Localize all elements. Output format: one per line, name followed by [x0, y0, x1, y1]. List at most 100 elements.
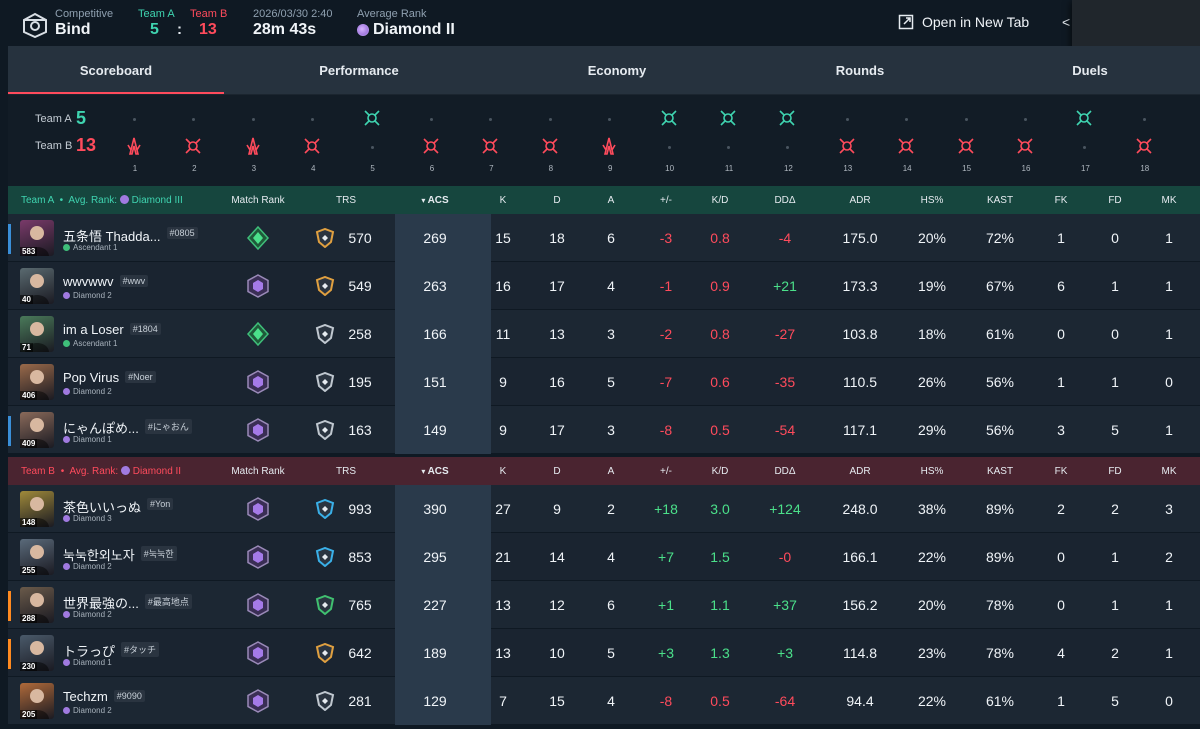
team-b-col-mk[interactable]: MK	[1161, 465, 1177, 477]
player-name[interactable]: im a Loser	[63, 322, 124, 337]
tab-rounds[interactable]: Rounds	[835, 62, 885, 78]
round-spike-icon[interactable]	[1075, 109, 1093, 127]
tab-duels[interactable]: Duels	[1072, 62, 1108, 78]
round-spike-icon[interactable]	[778, 109, 796, 127]
round-spike-icon[interactable]	[719, 109, 737, 127]
player-name[interactable]: 世界最強の...	[63, 596, 139, 611]
player-rank-label: Diamond 2	[73, 387, 112, 396]
round-elimination-icon[interactable]	[244, 137, 262, 155]
team-b-col-dd[interactable]: DDΔ	[774, 465, 796, 477]
stat-mk: 1	[1165, 645, 1173, 661]
stat-fd: 1	[1111, 278, 1119, 294]
team-b-col-[interactable]: +/-	[660, 465, 672, 477]
player-name[interactable]: Pop Virus	[63, 370, 120, 385]
stat-pm: -3	[659, 230, 673, 246]
team-a-col-[interactable]: +/-	[660, 194, 672, 206]
team-a-col-k[interactable]: K	[499, 194, 507, 206]
round-elimination-icon[interactable]	[600, 137, 618, 155]
team-a-col-k-d[interactable]: K/D	[711, 194, 729, 206]
player-name[interactable]: トラっぴ	[63, 644, 116, 659]
team-b-col-k[interactable]: K	[499, 465, 507, 477]
player-row[interactable]: 71 im a Loser #1804 Ascendant 1 258 166 11 13 3 -…	[8, 310, 1200, 358]
team-a-col-kast[interactable]: KAST	[986, 194, 1014, 206]
player-row[interactable]: 148 茶色いいっぬ #Yon Diamond 3 993 390 27 9 2 +18 3.0 +1…	[8, 485, 1200, 533]
player-name[interactable]: 茶色いいっぬ	[63, 500, 142, 515]
round-spike-icon[interactable]	[1135, 137, 1153, 155]
round-spike-icon[interactable]	[422, 137, 440, 155]
round-spike-icon[interactable]	[363, 109, 381, 127]
team-a-col-acs-sort[interactable]: ▾ ACS	[395, 195, 475, 206]
round-spike-icon[interactable]	[481, 137, 499, 155]
team-a-avg-rank: Diamond III	[131, 194, 183, 206]
tab-economy[interactable]: Economy	[587, 62, 647, 78]
team-b-avg-rank-label: Avg. Rank:	[69, 465, 119, 477]
share-icon[interactable]: <	[1062, 14, 1071, 30]
team-a-col-a[interactable]: A	[607, 194, 615, 206]
team-a-col-fd[interactable]: FD	[1108, 194, 1122, 206]
player-row[interactable]: 583 五条悟 Thadda... #0805 Ascendant 1 570 269 15…	[8, 214, 1200, 262]
team-b-col-trs[interactable]: TRS	[336, 465, 356, 477]
team-a-col-hs[interactable]: HS%	[920, 194, 944, 206]
team-b-col-match-rank[interactable]: Match Rank	[231, 465, 285, 477]
team-b-col-d[interactable]: D	[553, 465, 561, 477]
stat-acs: 227	[423, 597, 447, 613]
stat-dd: +3	[777, 645, 793, 661]
team-a-col-mk[interactable]: MK	[1161, 194, 1177, 206]
player-name[interactable]: wwvwwv	[63, 274, 114, 289]
open-in-new-tab-button[interactable]: Open in New Tab	[898, 14, 1029, 30]
player-row[interactable]: 205 Techzm #9090 Diamond 2 281 129 7 15 4 -8 0.5 -6…	[8, 677, 1200, 725]
diamond-rank-icon	[247, 641, 269, 665]
player-tag: #タッチ	[121, 642, 160, 657]
player-tag: #0805	[166, 227, 198, 239]
player-name[interactable]: にゃんぽめ...	[63, 421, 139, 436]
round-spike-icon[interactable]	[303, 137, 321, 155]
team-b-col-hs[interactable]: HS%	[920, 465, 944, 477]
stat-dd: +124	[769, 501, 801, 517]
team-b-col-acs-sort[interactable]: ▾ ACS	[395, 466, 475, 477]
round-spike-icon[interactable]	[838, 137, 856, 155]
team-b-col-fk[interactable]: FK	[1054, 465, 1068, 477]
stat-fd: 2	[1111, 501, 1119, 517]
round-number: 5	[370, 164, 375, 173]
player-row[interactable]: 409 にゃんぽめ... #にゃおん Diamond 1 163 149 9 17 3 -8 0.5…	[8, 406, 1200, 454]
team-a-col-dd[interactable]: DDΔ	[774, 194, 796, 206]
team-b-col-kast[interactable]: KAST	[986, 465, 1014, 477]
player-row[interactable]: 40 wwvwwv #wwv Diamond 2 549 263 16 17 4 -1 0.9 +21…	[8, 262, 1200, 310]
team-a-col-trs[interactable]: TRS	[336, 194, 356, 206]
round-spike-icon[interactable]	[957, 137, 975, 155]
party-indicator	[8, 591, 11, 621]
team-b-col-fd[interactable]: FD	[1108, 465, 1122, 477]
player-row[interactable]: 255 눅눅한외노자 #눅눅한 Diamond 2 853 295 21 14 4 +7 1.5 -0…	[8, 533, 1200, 581]
round-spike-icon[interactable]	[184, 137, 202, 155]
timeline-team-b-score: 13	[76, 135, 97, 155]
team-b-header: Team B • Avg. Rank: Diamond II Match Ran…	[8, 457, 1200, 485]
round-spike-icon[interactable]	[541, 137, 559, 155]
stat-mk: 1	[1165, 278, 1173, 294]
round-number: 16	[1021, 164, 1031, 173]
team-a-col-fk[interactable]: FK	[1054, 194, 1068, 206]
round-spike-icon[interactable]	[660, 109, 678, 127]
player-name[interactable]: Techzm	[63, 689, 108, 704]
tab-performance[interactable]: Performance	[319, 62, 399, 78]
team-a-col-adr[interactable]: ADR	[849, 194, 871, 206]
round-elimination-icon[interactable]	[125, 137, 143, 155]
player-row[interactable]: 406 Pop Virus #Noer Diamond 2 195 151 9 16 5 -7 0.…	[8, 358, 1200, 406]
stat-kast: 78%	[985, 597, 1015, 613]
round-spike-icon[interactable]	[1016, 137, 1034, 155]
mode-block: Competitive Bind	[55, 8, 113, 39]
team-b-col-k-d[interactable]: K/D	[711, 465, 729, 477]
round-empty-dot	[667, 146, 671, 149]
team-a-col-match-rank[interactable]: Match Rank	[231, 194, 285, 206]
team-b-col-a[interactable]: A	[607, 465, 615, 477]
player-row[interactable]: 230 トラっぴ #タッチ Diamond 1 642 189 13 10 5 +3 1.3 +3 11…	[8, 629, 1200, 677]
team-a-col-d[interactable]: D	[553, 194, 561, 206]
stat-d: 15	[549, 693, 565, 709]
team-b-col-adr[interactable]: ADR	[849, 465, 871, 477]
agent-avatar[interactable]	[20, 364, 54, 400]
tab-scoreboard[interactable]: Scoreboard	[8, 46, 224, 94]
stat-trs: 281	[348, 693, 372, 709]
player-name[interactable]: 눅눅한외노자	[63, 548, 135, 563]
round-spike-icon[interactable]	[897, 137, 915, 155]
player-row[interactable]: 288 世界最強の... #最高地点 Diamond 2 765 227 13 12 6 +1 1.…	[8, 581, 1200, 629]
player-name[interactable]: 五条悟 Thadda...	[63, 229, 161, 244]
